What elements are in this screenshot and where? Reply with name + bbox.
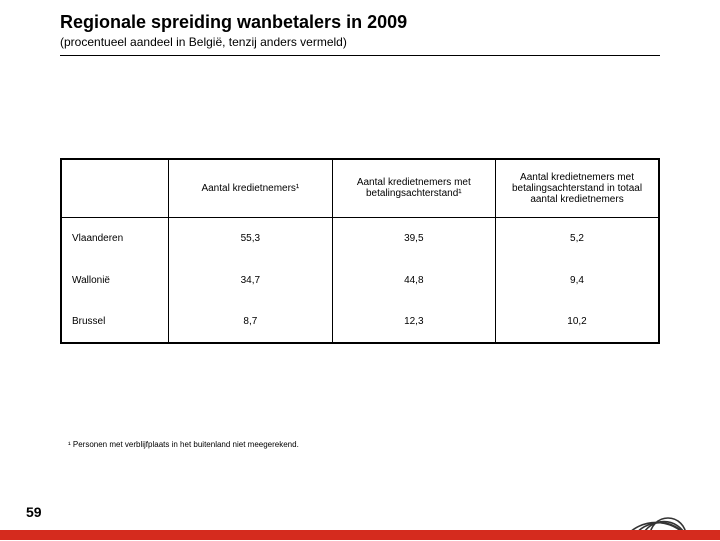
table-cell: 55,3 — [169, 217, 332, 259]
table-cell: 44,8 — [332, 259, 495, 301]
row-label: Vlaanderen — [61, 217, 169, 259]
table-header-row: Aantal kredietnemers¹ Aantal kredietneme… — [61, 159, 659, 217]
table-cell: 12,3 — [332, 301, 495, 343]
table-cell: 8,7 — [169, 301, 332, 343]
table-header-col3: Aantal kredietnemers met betalingsachter… — [496, 159, 659, 217]
data-table: Aantal kredietnemers¹ Aantal kredietneme… — [60, 158, 660, 344]
footnote: ¹ Personen met verblijfplaats in het bui… — [68, 440, 299, 449]
footer-red-stripe — [0, 530, 720, 540]
row-label: Wallonië — [61, 259, 169, 301]
table-cell: 5,2 — [496, 217, 659, 259]
table-cell: 9,4 — [496, 259, 659, 301]
page-subtitle: (procentueel aandeel in België, tenzij a… — [60, 35, 660, 56]
page-number: 59 — [26, 504, 42, 520]
table-cell: 34,7 — [169, 259, 332, 301]
data-table-container: Aantal kredietnemers¹ Aantal kredietneme… — [60, 158, 660, 344]
table-row: Wallonië 34,7 44,8 9,4 — [61, 259, 659, 301]
table-header-col2: Aantal kredietnemers met betalingsachter… — [332, 159, 495, 217]
row-label: Brussel — [61, 301, 169, 343]
table-row: Vlaanderen 55,3 39,5 5,2 — [61, 217, 659, 259]
page-title: Regionale spreiding wanbetalers in 2009 — [60, 12, 660, 33]
nbb-logo-icon — [620, 484, 690, 536]
table-cell: 10,2 — [496, 301, 659, 343]
table-header-col1: Aantal kredietnemers¹ — [169, 159, 332, 217]
table-cell: 39,5 — [332, 217, 495, 259]
table-row: Brussel 8,7 12,3 10,2 — [61, 301, 659, 343]
table-header-blank — [61, 159, 169, 217]
